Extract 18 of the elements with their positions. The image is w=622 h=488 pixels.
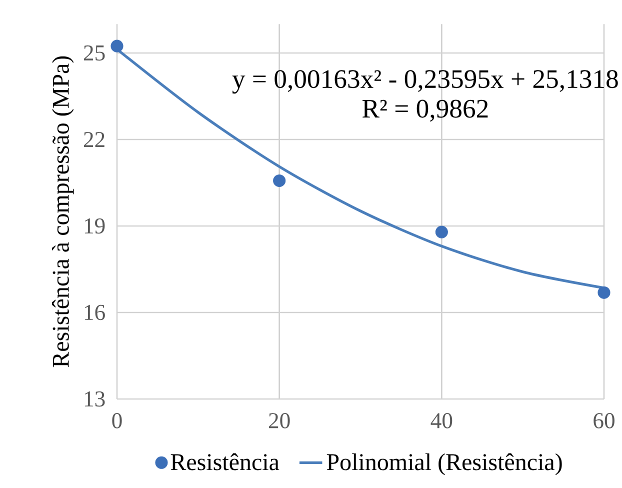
legend-label: Polinomial (Resistência) [326, 453, 562, 476]
point [598, 286, 610, 299]
y-tick-label: 16 [84, 304, 105, 320]
x-tick-label: 0 [112, 413, 122, 428]
x-tick-label: 60 [594, 413, 614, 428]
point [273, 174, 286, 187]
y-tick-label: 19 [84, 218, 105, 234]
point [435, 226, 448, 238]
legend-label: Resistência [170, 453, 280, 470]
x-tick-label: 40 [430, 413, 452, 428]
y-tick-label: 22 [84, 132, 104, 147]
y-axis-title: Resistência à compressão (MPa) [52, 56, 74, 368]
x-tick-label: 20 [269, 413, 290, 428]
y-tick-label: 13 [84, 391, 105, 407]
annotation: y = 0,00163x² - 0,23595x + 25,1318 [232, 70, 618, 94]
y-tick-label: 25 [84, 45, 105, 61]
annotation: R² = 0,9862 [362, 100, 488, 122]
point [110, 40, 124, 52]
